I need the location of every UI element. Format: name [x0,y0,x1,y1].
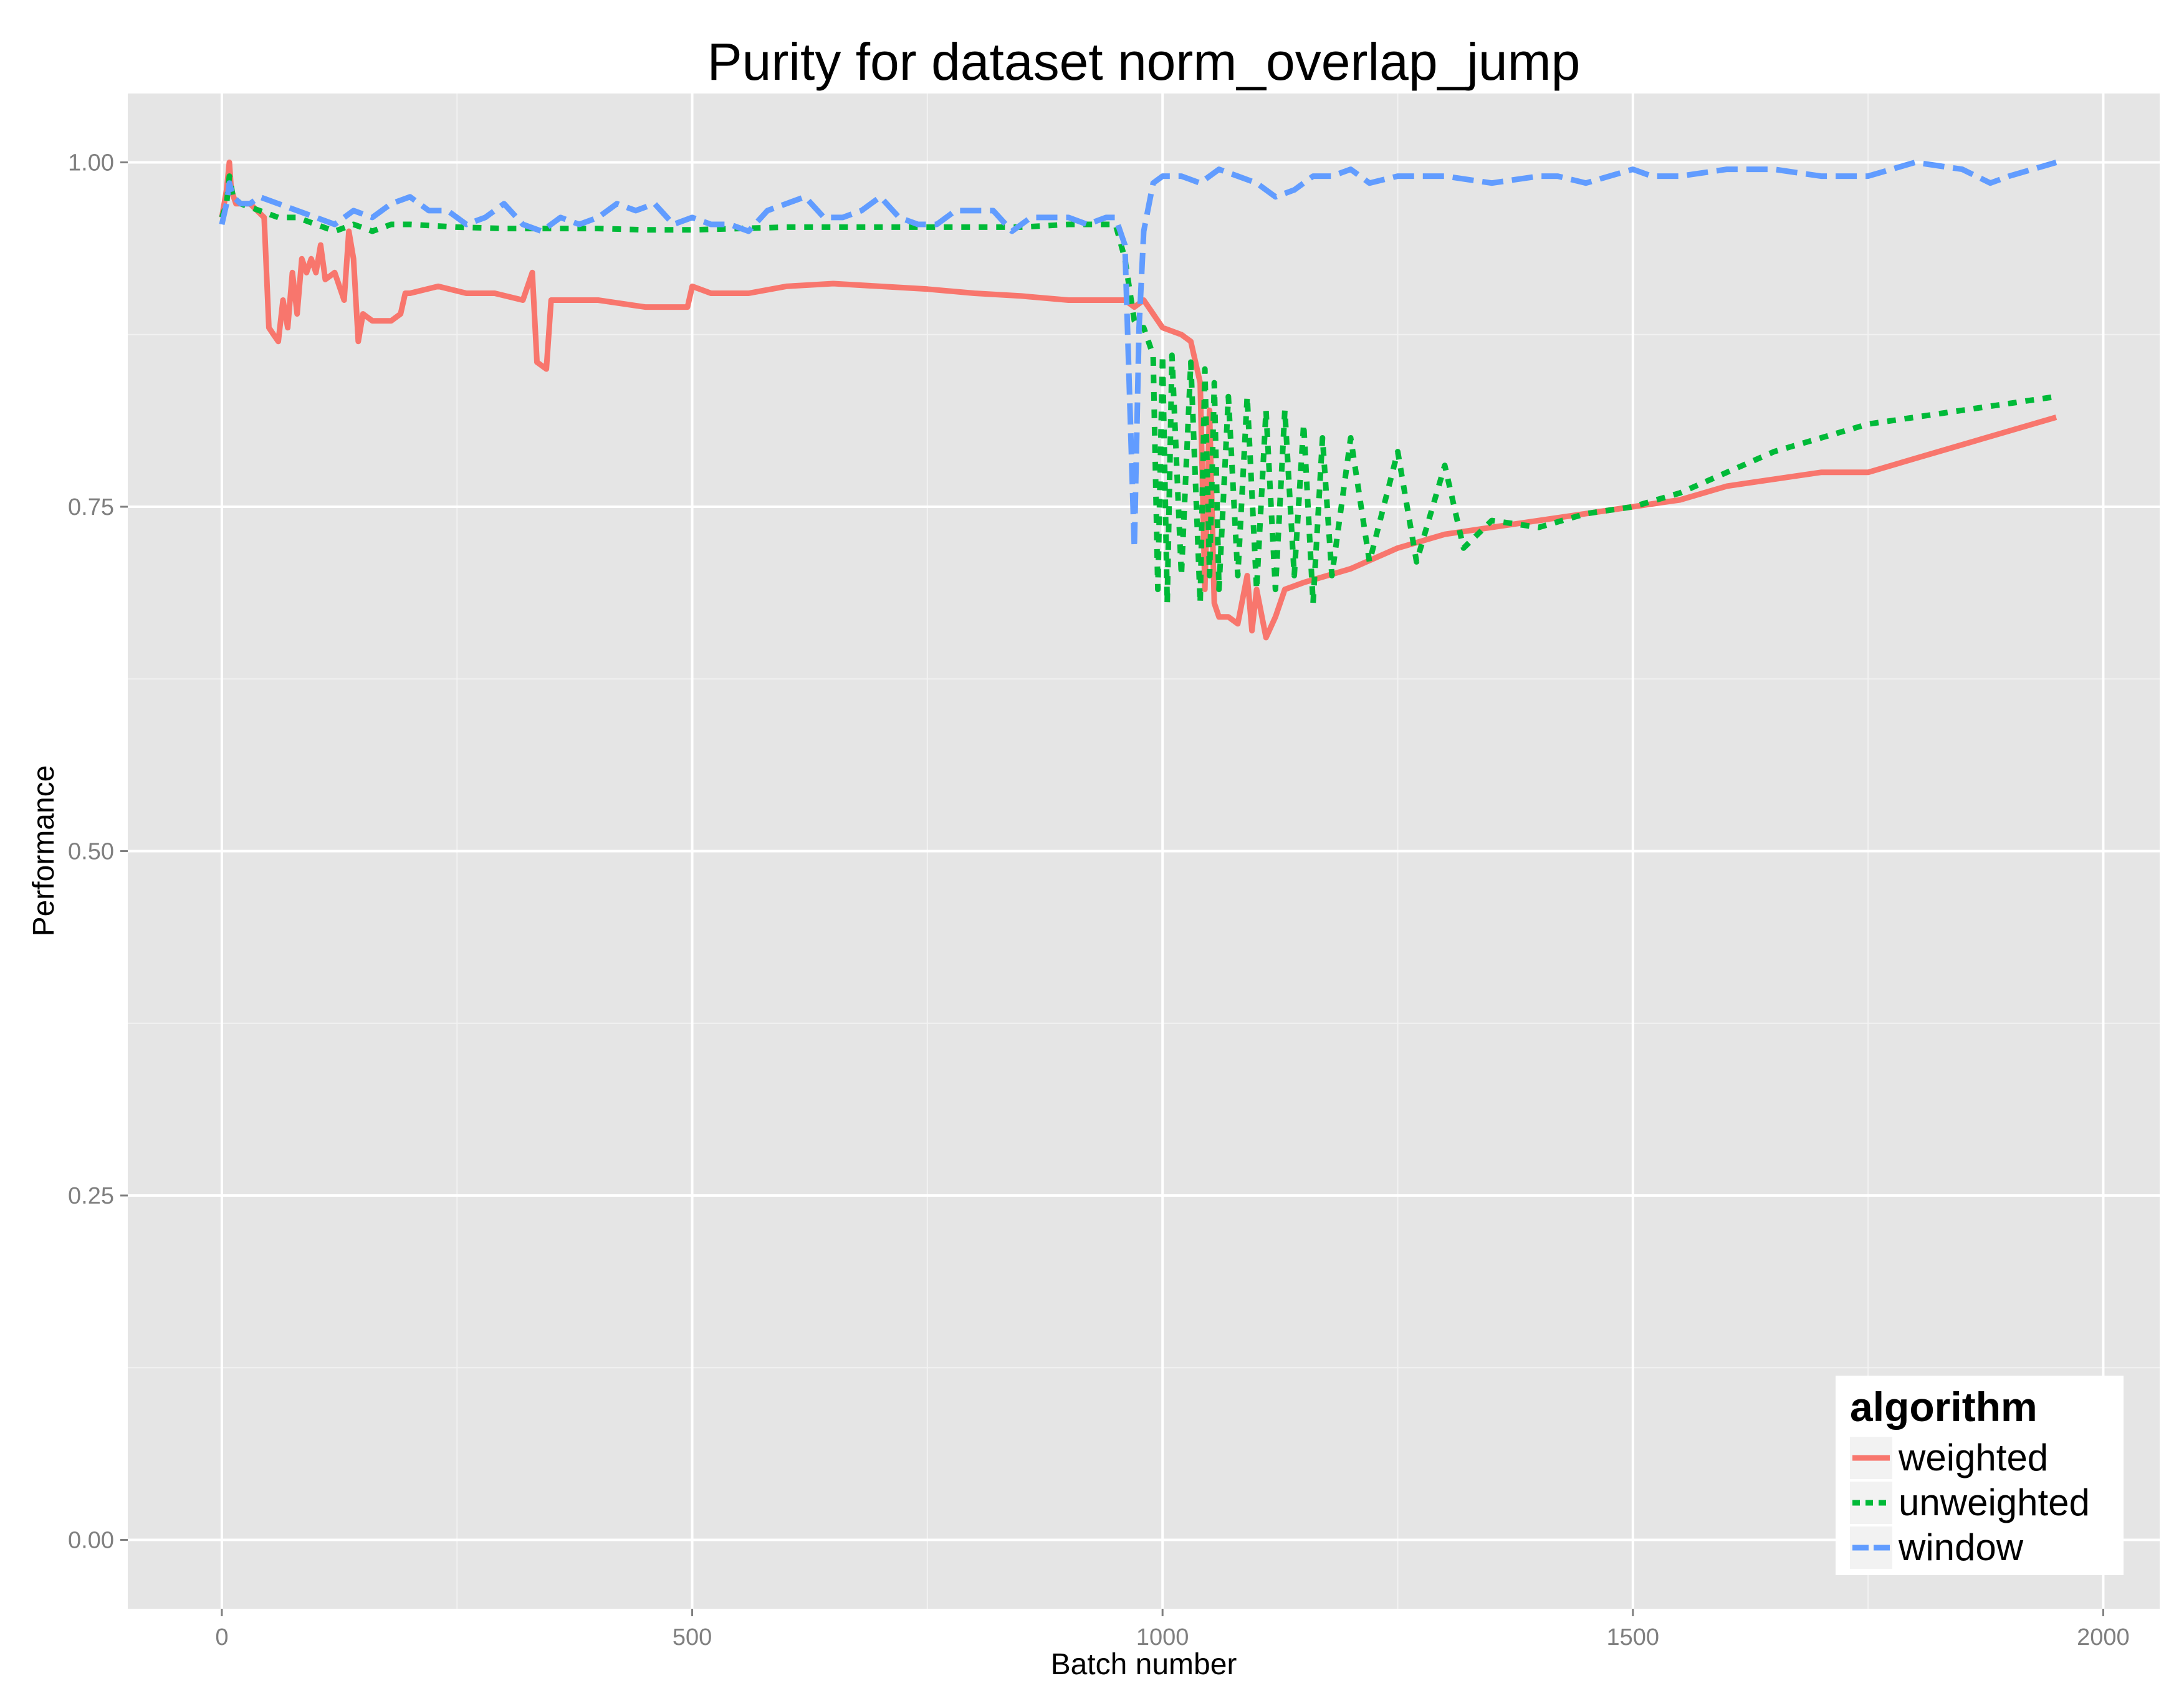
series-lines [219,160,2057,641]
y-tick-label: 0.50 [68,839,114,865]
tick-marks [120,161,2104,1616]
chart-title: Purity for dataset norm_overlap_jump [707,32,1581,91]
y-tick-label: 0.75 [68,494,114,520]
y-axis-title: Performance [27,765,60,937]
series-line-window [219,160,2057,551]
legend-label-weighted: weighted [1898,1437,2048,1478]
x-axis-title: Batch number [1051,1648,1237,1681]
series-line-unweighted [219,173,2057,606]
x-tick-label: 1500 [1607,1624,1660,1651]
series-line-weighted [219,160,2057,641]
y-tick-label: 0.25 [68,1183,114,1209]
x-tick-label: 2000 [2077,1624,2130,1651]
legend-label-unweighted: unweighted [1899,1482,2090,1523]
y-tick-label: 0.00 [68,1528,114,1554]
x-tick-label: 500 [673,1624,712,1651]
y-tick-label: 1.00 [68,150,114,176]
x-tick-label: 0 [215,1624,228,1651]
major-gridlines [128,93,2160,1609]
x-tick-label: 1000 [1136,1624,1189,1651]
legend-title: algorithm [1850,1384,2038,1430]
legend-label-window: window [1898,1526,2024,1568]
x-axis-tick-labels: 0 500 1000 1500 2000 [215,1624,2129,1651]
y-axis-tick-labels: 0.00 0.25 0.50 0.75 1.00 [68,150,114,1554]
